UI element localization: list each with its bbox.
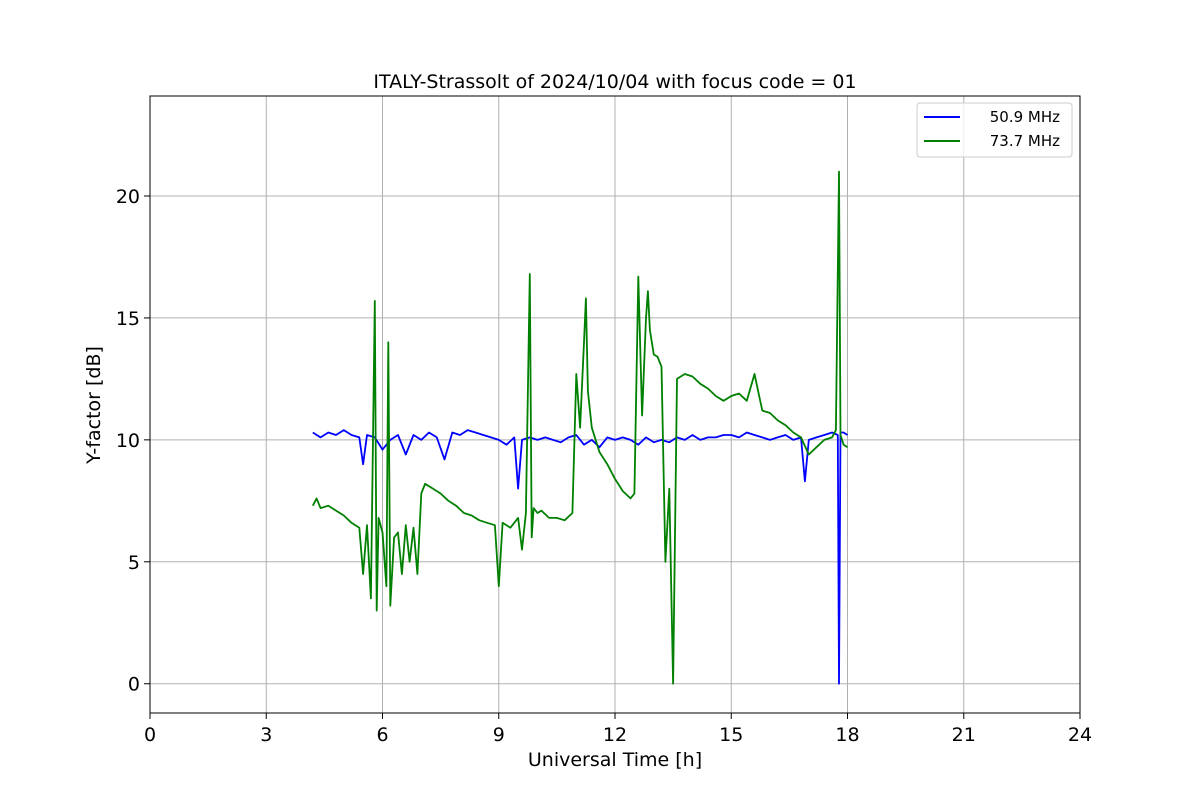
x-tick-label: 21 [952,724,976,746]
series-lines [312,170,848,685]
x-tick-label: 3 [260,724,272,746]
chart-title: ITALY-Strassolt of 2024/10/04 with focus… [373,71,856,93]
y-axis-label: Y-factor [dB] [83,346,105,465]
x-tick-label: 15 [719,724,743,746]
x-tick-label: 24 [1068,724,1092,746]
x-tick-label: 18 [835,724,859,746]
x-axis-label: Universal Time [h] [528,749,702,771]
y-tick-label: 5 [128,552,140,574]
legend-label: 50.9 MHz [990,108,1060,126]
y-tick-label: 10 [116,430,140,452]
legend-label: 73.7 MHz [990,132,1060,150]
grid-lines [149,96,1081,713]
y-tick-label: 0 [128,674,140,696]
x-tick-label: 0 [144,724,156,746]
x-tick-label: 9 [493,724,505,746]
y-tick-label: 15 [116,308,140,330]
x-tick-label: 6 [376,724,388,746]
y-tick-label: 20 [116,186,140,208]
x-tick-label: 12 [603,724,627,746]
legend: 50.9 MHz 73.7 MHz [916,102,1073,158]
series-line-green [312,170,848,685]
axis-ticks: 0 3 6 9 12 15 18 21 24 0 5 10 15 20 [116,186,1092,746]
series-line-blue [312,429,848,685]
